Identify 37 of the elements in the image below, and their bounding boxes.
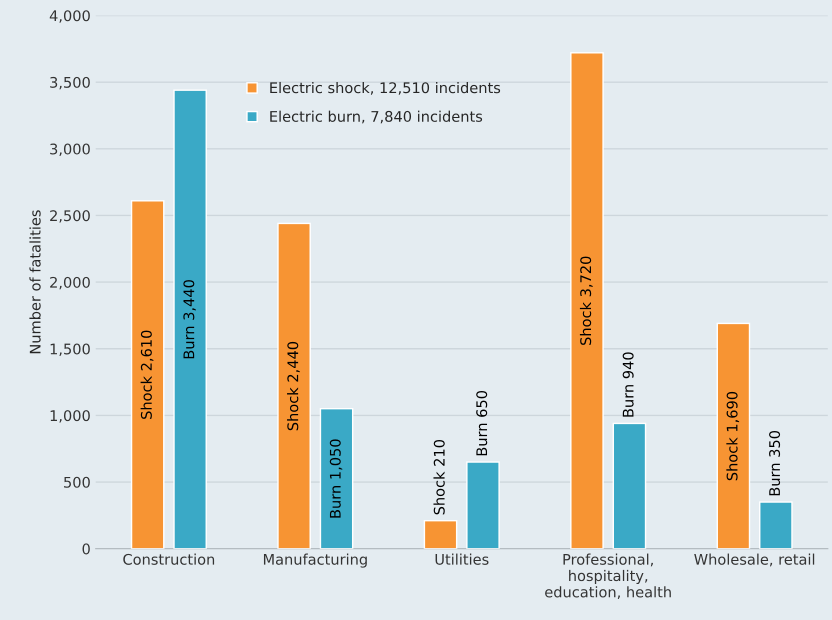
bar	[759, 501, 793, 549]
bar	[277, 222, 311, 549]
x-tick-label: Professional, hospitality, education, health	[545, 554, 671, 599]
y-tick-label: 2,500	[50, 210, 90, 223]
bar	[320, 408, 354, 549]
bar	[612, 422, 646, 549]
x-tick-label: Utilities	[436, 554, 488, 565]
bar	[570, 52, 604, 549]
y-tick-label: 0	[82, 543, 90, 554]
y-tick-label: 2,000	[50, 276, 90, 290]
data-label: Burn 3,440	[183, 280, 196, 358]
y-tick-label: 1,500	[50, 343, 90, 356]
data-label: Burn 650	[476, 390, 488, 456]
y-tick-label: 3,000	[50, 144, 90, 156]
y-axis-title: Number of fatalities	[29, 210, 41, 354]
bar	[424, 520, 458, 549]
x-tick-label: Construction	[123, 554, 214, 565]
bar	[173, 89, 207, 549]
y-tick-label: 500	[64, 476, 90, 488]
legend-label: Electric burn, 7,840 incidents	[270, 110, 482, 124]
bar	[130, 200, 164, 549]
y-tick-label: 1,000	[50, 410, 90, 423]
legend-label: Electric shock, 12,510 incidents	[270, 82, 500, 95]
x-tick-label: Manufacturing	[264, 554, 367, 568]
y-tick-label: 3,500	[50, 76, 90, 90]
data-label: Burn 940	[622, 352, 634, 417]
data-label: Shock 2,440	[287, 342, 300, 430]
y-tick-label: 4,000	[50, 10, 90, 23]
data-label: Burn 1,050	[330, 439, 342, 518]
data-label: Shock 2,610	[140, 330, 154, 419]
bar	[716, 322, 750, 549]
bar	[466, 461, 500, 549]
data-label: Burn 350	[769, 430, 780, 496]
x-tick-label: Wholesale, retail	[694, 554, 814, 566]
data-label: Shock 1,690	[726, 392, 740, 480]
data-label: Shock 210	[433, 440, 445, 514]
data-label: Shock 3,720	[580, 256, 593, 345]
